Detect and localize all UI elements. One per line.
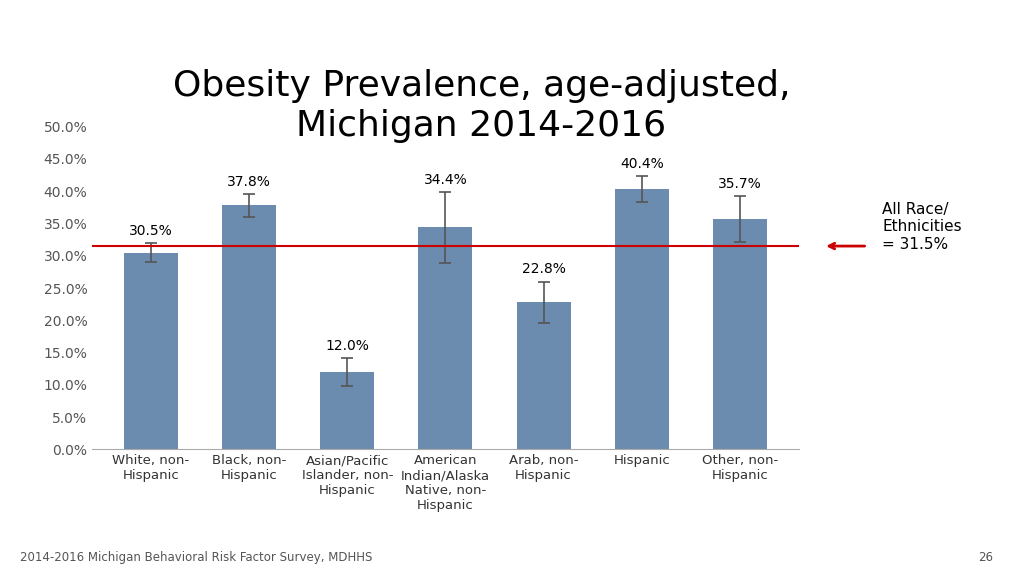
Text: 26: 26 [978,551,993,564]
Bar [222,206,276,449]
Text: 35.7%: 35.7% [718,177,762,191]
Text: Obesity Prevalence, age-adjusted,
Michigan 2014-2016: Obesity Prevalence, age-adjusted, Michig… [172,69,791,142]
Text: 37.8%: 37.8% [227,175,271,189]
Bar [124,252,178,449]
Text: 12.0%: 12.0% [326,339,370,353]
Text: 40.4%: 40.4% [620,157,664,170]
Text: 30.5%: 30.5% [129,223,173,238]
Bar [419,228,472,449]
Bar [516,302,570,449]
Bar [614,189,669,449]
Bar [713,219,767,449]
Bar [321,372,375,449]
Text: All Race/
Ethnicities
= 31.5%: All Race/ Ethnicities = 31.5% [882,202,962,252]
Text: 34.4%: 34.4% [424,173,467,187]
Text: 22.8%: 22.8% [521,263,565,276]
Text: 2014-2016 Michigan Behavioral Risk Factor Survey, MDHHS: 2014-2016 Michigan Behavioral Risk Facto… [20,551,373,564]
